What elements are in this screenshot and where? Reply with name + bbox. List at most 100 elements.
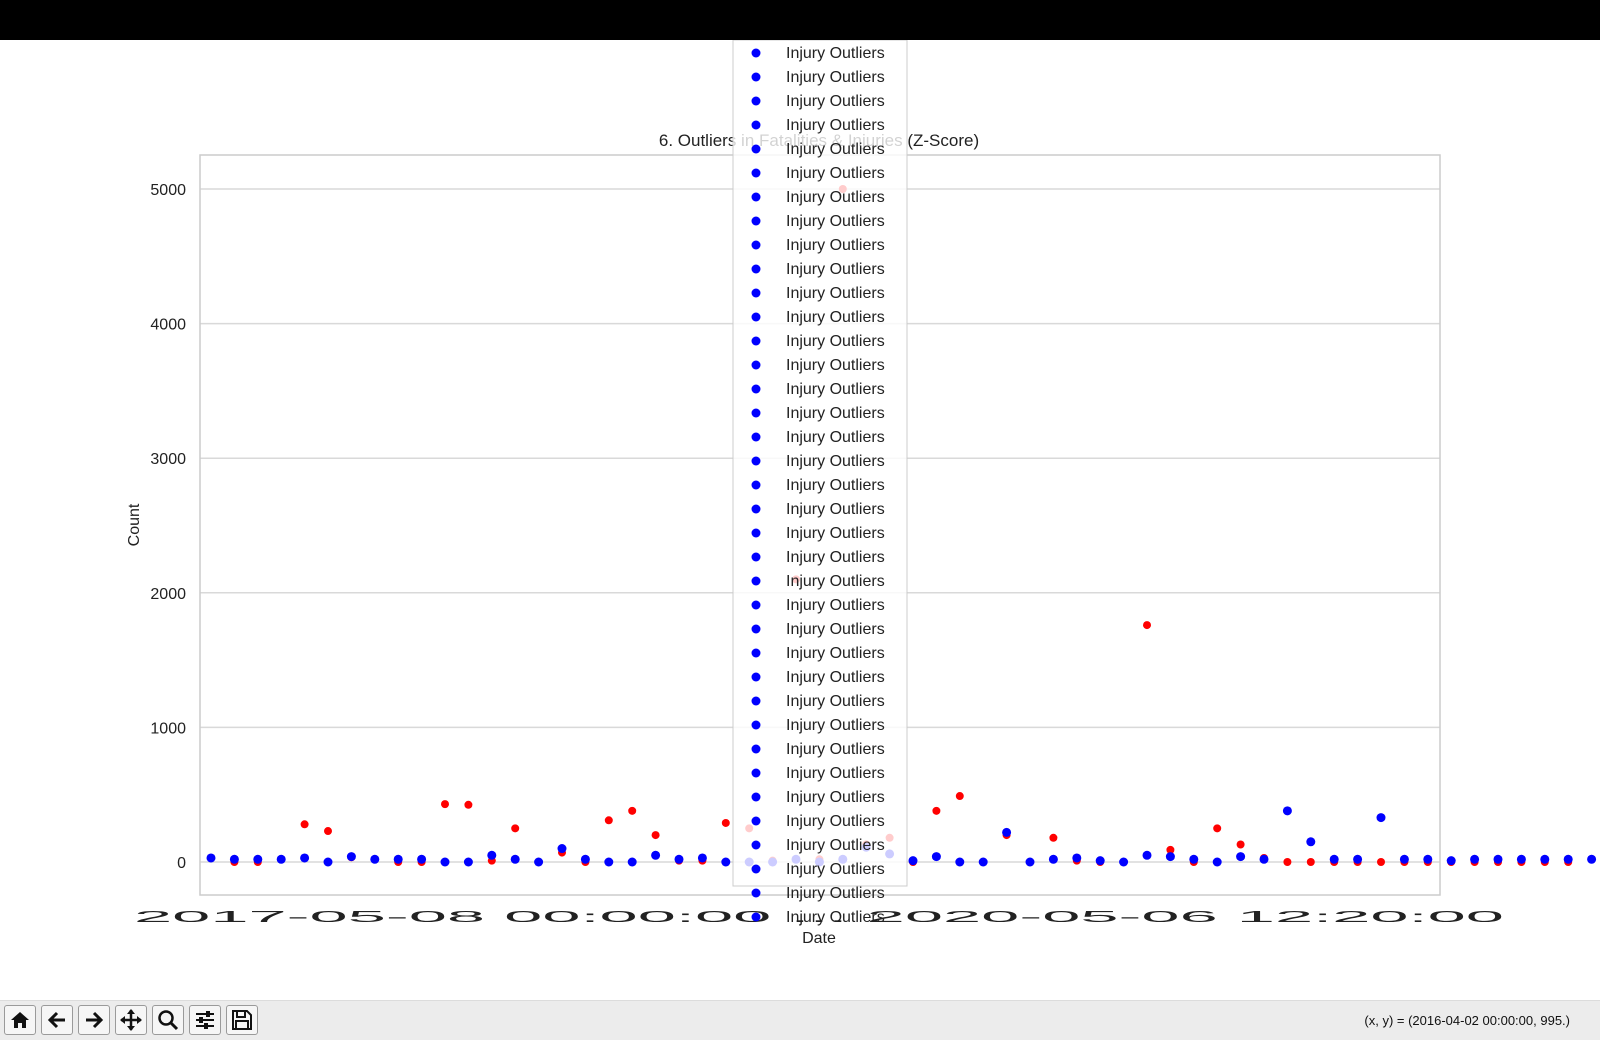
legend-label: Injury Outliers (786, 333, 885, 350)
back-button[interactable] (41, 1005, 73, 1035)
legend-box (732, 40, 908, 887)
forward-button[interactable] (78, 1005, 110, 1035)
injury-point (955, 857, 965, 867)
injury-point (1540, 854, 1550, 864)
fatality-point (1377, 858, 1385, 866)
legend-label: Injury Outliers (786, 261, 885, 278)
injury-point (1165, 852, 1175, 862)
injury-point (1142, 850, 1152, 860)
legend-label: Injury Outliers (786, 381, 885, 398)
x-axis-label: Date (802, 930, 836, 947)
injury-point (276, 854, 286, 864)
injury-point (651, 850, 661, 860)
injury-point (978, 857, 988, 867)
injury-point (627, 857, 637, 867)
injury-point (1516, 854, 1526, 864)
legend-marker (751, 864, 761, 874)
fatality-point (955, 792, 964, 801)
legend-marker (751, 816, 761, 826)
legend-label: Injury Outliers (786, 741, 885, 758)
injury-point (463, 857, 473, 867)
injury-point (440, 857, 450, 867)
legend-label: Injury Outliers (786, 93, 885, 110)
fatality-point (932, 806, 941, 815)
legend-label: Injury Outliers (786, 597, 885, 614)
y-tick-label: 3000 (150, 451, 186, 468)
legend-marker (751, 240, 761, 250)
injury-point (393, 854, 403, 864)
injury-point (721, 857, 731, 867)
legend-marker (751, 696, 761, 706)
injury-point (253, 854, 263, 864)
legend-marker (751, 264, 761, 274)
legend-marker (751, 432, 761, 442)
legend-marker (751, 72, 761, 82)
zoom-icon (158, 1010, 179, 1031)
save-icon (232, 1010, 252, 1030)
legend-label: Injury Outliers (786, 693, 885, 710)
injury-point (206, 853, 216, 863)
legend-marker (751, 528, 761, 538)
legend-marker (751, 48, 761, 58)
legend-marker (751, 600, 761, 610)
legend-marker (751, 408, 761, 418)
zoom-button[interactable] (152, 1005, 184, 1035)
pan-icon (120, 1009, 142, 1031)
legend-label: Injury Outliers (786, 429, 885, 446)
injury-point (1306, 837, 1316, 847)
fatality-point (464, 800, 473, 809)
legend: Injury Outliers Injury Outliers Injury Out… (732, 40, 908, 926)
home-icon (11, 1012, 29, 1028)
legend-label: Injury Outliers (786, 165, 885, 182)
legend-label: Injury Outliers (786, 717, 885, 734)
legend-marker (751, 360, 761, 370)
fatality-point (721, 818, 730, 827)
legend-marker (751, 504, 761, 514)
legend-marker (751, 120, 761, 130)
injury-point (1259, 854, 1269, 864)
injury-point (1329, 854, 1339, 864)
legend-label: Injury Outliers (786, 573, 885, 590)
fatality-point (441, 800, 449, 809)
legend-marker (751, 624, 761, 634)
y-tick-labels: 0 1000 2000 3000 4000 5000 (150, 182, 186, 872)
configure-subplots-button[interactable] (189, 1005, 221, 1035)
injury-point (229, 854, 239, 864)
legend-marker (751, 576, 761, 586)
back-arrow-icon (47, 1011, 65, 1029)
injury-point (1353, 854, 1363, 864)
injury-point (300, 853, 310, 863)
injury-point (1002, 827, 1012, 837)
injury-point (931, 852, 941, 862)
legend-marker (751, 888, 761, 898)
fatality-point (1283, 858, 1292, 866)
injury-point (534, 857, 544, 867)
legend-marker (751, 792, 761, 802)
injury-point (1563, 854, 1573, 864)
legend-marker (751, 288, 761, 298)
legend-label: Injury Outliers (786, 357, 885, 374)
fatality-point (511, 824, 520, 833)
forward-arrow-icon (86, 1011, 104, 1029)
injury-point (1376, 813, 1386, 823)
home-button[interactable] (4, 1005, 36, 1035)
y-tick-label: 0 (177, 855, 186, 872)
fatality-point (651, 831, 660, 840)
legend-label: Injury Outliers (786, 285, 885, 302)
legend-label: Injury Outliers (786, 477, 885, 494)
legend-marker (751, 312, 761, 322)
injury-point (417, 854, 427, 864)
fatality-point (1049, 833, 1058, 842)
injury-point (1212, 857, 1222, 867)
legend-marker (751, 144, 761, 154)
injury-point (557, 844, 567, 854)
injury-point (1587, 854, 1597, 864)
legend-marker (751, 192, 761, 202)
pan-button[interactable] (115, 1005, 147, 1035)
legend-label: Injury Outliers (786, 189, 885, 206)
save-button[interactable] (226, 1005, 258, 1035)
fatality-point (1213, 824, 1222, 833)
legend-marker (751, 552, 761, 562)
